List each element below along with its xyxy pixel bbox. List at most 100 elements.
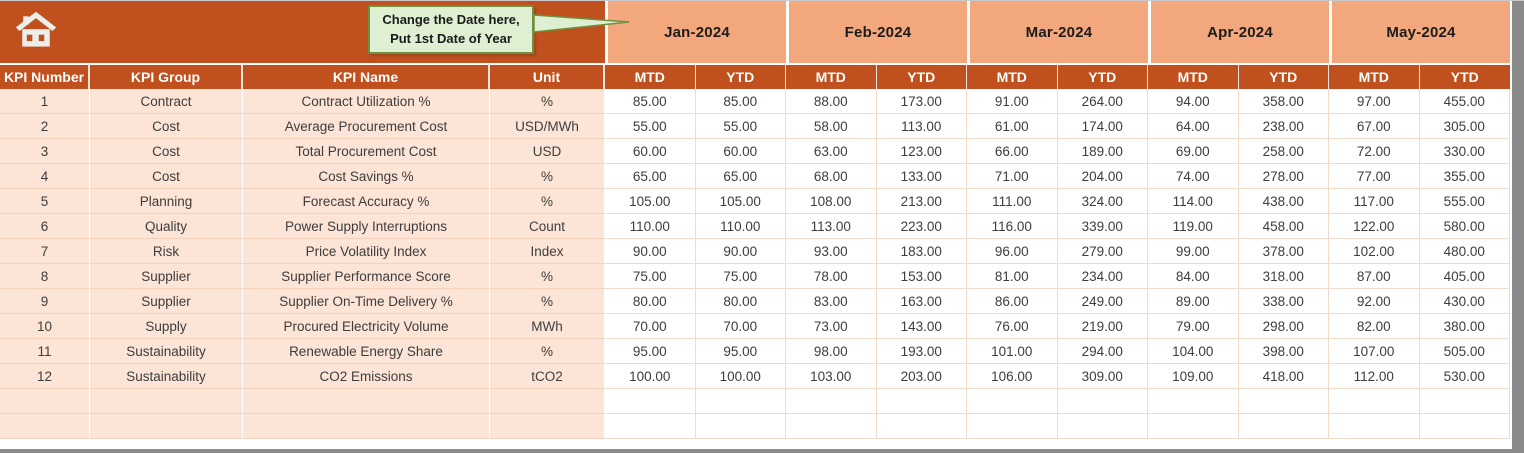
value-cell[interactable]: 106.00 bbox=[967, 364, 1058, 389]
value-cell[interactable]: 105.00 bbox=[695, 189, 786, 214]
value-cell[interactable]: 193.00 bbox=[876, 339, 967, 364]
kpi-name-cell[interactable]: Contract Utilization % bbox=[243, 89, 490, 114]
value-cell[interactable]: 418.00 bbox=[1238, 364, 1329, 389]
value-cell[interactable]: 555.00 bbox=[1419, 189, 1510, 214]
value-cell[interactable]: 83.00 bbox=[786, 289, 877, 314]
value-cell[interactable]: 113.00 bbox=[876, 114, 967, 139]
value-cell[interactable]: 203.00 bbox=[876, 364, 967, 389]
value-cell[interactable]: 249.00 bbox=[1057, 289, 1148, 314]
value-cell[interactable]: 75.00 bbox=[605, 264, 696, 289]
value-cell[interactable]: 85.00 bbox=[605, 89, 696, 114]
unit-cell[interactable] bbox=[490, 389, 605, 414]
kpi-number-cell[interactable]: 2 bbox=[0, 114, 90, 139]
value-cell[interactable]: 223.00 bbox=[876, 214, 967, 239]
value-cell[interactable]: 96.00 bbox=[967, 239, 1058, 264]
callout-note[interactable]: Change the Date here, Put 1st Date of Ye… bbox=[368, 5, 534, 54]
value-cell[interactable] bbox=[1419, 389, 1510, 414]
kpi-number-cell[interactable]: 5 bbox=[0, 189, 90, 214]
value-cell[interactable]: 110.00 bbox=[695, 214, 786, 239]
value-cell[interactable]: 398.00 bbox=[1238, 339, 1329, 364]
value-cell[interactable] bbox=[967, 414, 1058, 439]
month-header-feb[interactable]: Feb-2024 bbox=[789, 1, 967, 63]
month-header-apr[interactable]: Apr-2024 bbox=[1151, 1, 1329, 63]
kpi-group-cell[interactable]: Planning bbox=[90, 189, 243, 214]
kpi-name-cell[interactable] bbox=[243, 389, 490, 414]
kpi-name-cell[interactable] bbox=[243, 414, 490, 439]
value-cell[interactable]: 79.00 bbox=[1148, 314, 1239, 339]
value-cell[interactable]: 204.00 bbox=[1057, 164, 1148, 189]
value-cell[interactable]: 580.00 bbox=[1419, 214, 1510, 239]
kpi-group-cell[interactable] bbox=[90, 389, 243, 414]
value-cell[interactable]: 95.00 bbox=[695, 339, 786, 364]
value-cell[interactable]: 55.00 bbox=[695, 114, 786, 139]
value-cell[interactable]: 355.00 bbox=[1419, 164, 1510, 189]
value-cell[interactable] bbox=[876, 389, 967, 414]
kpi-group-cell[interactable] bbox=[90, 414, 243, 439]
header-kpi-name[interactable]: KPI Name bbox=[243, 63, 490, 89]
value-cell[interactable]: 60.00 bbox=[605, 139, 696, 164]
kpi-number-cell[interactable]: 1 bbox=[0, 89, 90, 114]
value-cell[interactable]: 73.00 bbox=[786, 314, 877, 339]
value-cell[interactable]: 455.00 bbox=[1419, 89, 1510, 114]
unit-cell[interactable]: % bbox=[490, 264, 605, 289]
kpi-group-cell[interactable]: Risk bbox=[90, 239, 243, 264]
unit-cell[interactable]: % bbox=[490, 164, 605, 189]
header-feb-mtd[interactable]: MTD bbox=[786, 63, 877, 89]
header-jan-ytd[interactable]: YTD bbox=[695, 63, 786, 89]
kpi-name-cell[interactable]: Power Supply Interruptions bbox=[243, 214, 490, 239]
value-cell[interactable]: 143.00 bbox=[876, 314, 967, 339]
kpi-group-cell[interactable]: Sustainability bbox=[90, 364, 243, 389]
value-cell[interactable]: 112.00 bbox=[1329, 364, 1420, 389]
value-cell[interactable]: 324.00 bbox=[1057, 189, 1148, 214]
header-feb-ytd[interactable]: YTD bbox=[876, 63, 967, 89]
value-cell[interactable]: 213.00 bbox=[876, 189, 967, 214]
value-cell[interactable]: 65.00 bbox=[605, 164, 696, 189]
kpi-group-cell[interactable]: Sustainability bbox=[90, 339, 243, 364]
value-cell[interactable] bbox=[786, 414, 877, 439]
value-cell[interactable]: 119.00 bbox=[1148, 214, 1239, 239]
value-cell[interactable]: 189.00 bbox=[1057, 139, 1148, 164]
value-cell[interactable]: 92.00 bbox=[1329, 289, 1420, 314]
kpi-group-cell[interactable]: Quality bbox=[90, 214, 243, 239]
value-cell[interactable]: 219.00 bbox=[1057, 314, 1148, 339]
value-cell[interactable]: 97.00 bbox=[1329, 89, 1420, 114]
value-cell[interactable] bbox=[605, 414, 696, 439]
value-cell[interactable]: 99.00 bbox=[1148, 239, 1239, 264]
kpi-group-cell[interactable]: Supply bbox=[90, 314, 243, 339]
kpi-name-cell[interactable]: CO2 Emissions bbox=[243, 364, 490, 389]
kpi-name-cell[interactable]: Total Procurement Cost bbox=[243, 139, 490, 164]
value-cell[interactable]: 65.00 bbox=[695, 164, 786, 189]
value-cell[interactable]: 116.00 bbox=[967, 214, 1058, 239]
value-cell[interactable]: 305.00 bbox=[1419, 114, 1510, 139]
value-cell[interactable] bbox=[695, 414, 786, 439]
value-cell[interactable] bbox=[1057, 414, 1148, 439]
value-cell[interactable]: 114.00 bbox=[1148, 189, 1239, 214]
value-cell[interactable]: 69.00 bbox=[1148, 139, 1239, 164]
kpi-group-cell[interactable]: Supplier bbox=[90, 264, 243, 289]
unit-cell[interactable]: Count bbox=[490, 214, 605, 239]
value-cell[interactable] bbox=[1329, 389, 1420, 414]
kpi-name-cell[interactable]: Procured Electricity Volume bbox=[243, 314, 490, 339]
kpi-number-cell[interactable]: 3 bbox=[0, 139, 90, 164]
kpi-group-cell[interactable]: Contract bbox=[90, 89, 243, 114]
unit-cell[interactable]: USD bbox=[490, 139, 605, 164]
value-cell[interactable]: 58.00 bbox=[786, 114, 877, 139]
header-unit[interactable]: Unit bbox=[490, 63, 605, 89]
value-cell[interactable]: 111.00 bbox=[967, 189, 1058, 214]
kpi-name-cell[interactable]: Supplier Performance Score bbox=[243, 264, 490, 289]
value-cell[interactable]: 86.00 bbox=[967, 289, 1058, 314]
value-cell[interactable]: 63.00 bbox=[786, 139, 877, 164]
value-cell[interactable]: 173.00 bbox=[876, 89, 967, 114]
header-apr-mtd[interactable]: MTD bbox=[1148, 63, 1239, 89]
value-cell[interactable]: 80.00 bbox=[695, 289, 786, 314]
value-cell[interactable]: 94.00 bbox=[1148, 89, 1239, 114]
value-cell[interactable]: 64.00 bbox=[1148, 114, 1239, 139]
kpi-name-cell[interactable]: Price Volatility Index bbox=[243, 239, 490, 264]
value-cell[interactable]: 109.00 bbox=[1148, 364, 1239, 389]
value-cell[interactable]: 339.00 bbox=[1057, 214, 1148, 239]
value-cell[interactable]: 110.00 bbox=[605, 214, 696, 239]
value-cell[interactable]: 66.00 bbox=[967, 139, 1058, 164]
value-cell[interactable]: 100.00 bbox=[605, 364, 696, 389]
header-kpi-number[interactable]: KPI Number bbox=[0, 63, 90, 89]
home-button[interactable] bbox=[14, 9, 58, 53]
